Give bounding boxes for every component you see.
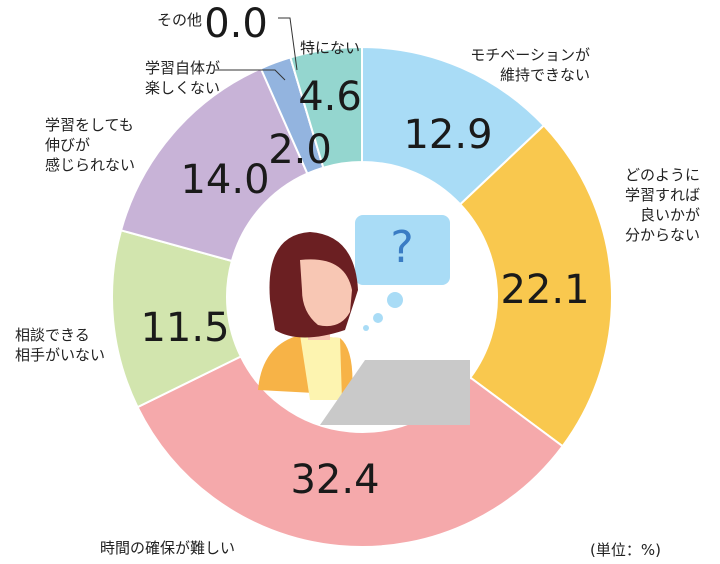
value-label: 4.6	[298, 74, 362, 120]
category-label: 学習自体が 楽しくない	[145, 59, 221, 97]
value-label: 11.5	[140, 305, 230, 351]
category-label: 学習をしても 伸びが 感じられない	[45, 116, 136, 174]
svg-text:?: ?	[390, 222, 413, 273]
leader-line	[215, 69, 286, 81]
value-label: 2.0	[268, 127, 332, 173]
unit-note: (単位：%)	[590, 541, 661, 559]
illustration: ?	[258, 215, 470, 425]
leader-line	[278, 17, 298, 71]
category-label: モチベーションが 維持できない	[470, 46, 590, 84]
value-label: 14.0	[180, 157, 270, 203]
category-label: その他	[157, 11, 203, 29]
category-label: 時間の確保が難しい	[100, 539, 236, 557]
ring	[111, 45, 613, 548]
value-label: 0.0	[204, 1, 268, 47]
value-label: 12.9	[403, 112, 493, 158]
donut-segment	[458, 124, 613, 448]
category-label: 相談できる 相手がいない	[15, 326, 106, 364]
category-label: どのように 学習すれば 良いかが 分からない	[624, 166, 700, 244]
donut-segment	[289, 45, 363, 169]
category-label: 特にない	[300, 39, 361, 57]
value-label: 22.1	[500, 267, 590, 313]
value-label: 32.4	[290, 457, 380, 503]
